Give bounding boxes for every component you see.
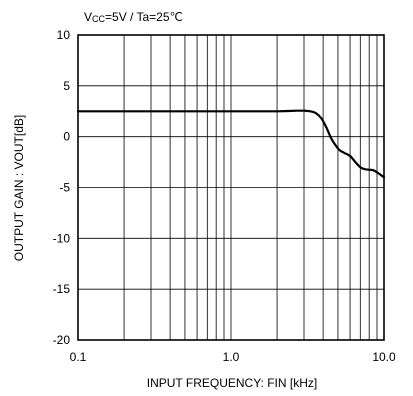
condition-text: =5V / Ta=25℃ — [105, 10, 183, 24]
y-tick-label: -15 — [53, 282, 71, 296]
x-tick-labels: 0.1 1.0 10.0 — [70, 350, 396, 364]
y-axis-title: OUTPUT GAIN : VOUT[dB] — [12, 115, 26, 261]
grid — [78, 35, 384, 340]
x-tick-label: 1.0 — [223, 350, 240, 364]
x-tick-label: 10.0 — [372, 350, 396, 364]
y-tick-label: -5 — [59, 181, 70, 195]
condition-prefix: V — [84, 10, 92, 24]
y-tick-labels: 10 5 0 -5 -10 -15 -20 — [53, 28, 71, 347]
y-tick-label: -10 — [53, 231, 71, 245]
y-tick-label: 0 — [63, 130, 70, 144]
x-axis-title: INPUT FREQUENCY: FIN [kHz] — [147, 376, 317, 390]
y-tick-label: -20 — [53, 333, 71, 347]
y-tick-label: 10 — [57, 28, 71, 42]
y-tick-label: 5 — [63, 79, 70, 93]
test-condition-label: VCC=5V / Ta=25℃ — [84, 10, 183, 24]
x-tick-label: 0.1 — [70, 350, 87, 364]
condition-subscript: CC — [92, 14, 105, 24]
